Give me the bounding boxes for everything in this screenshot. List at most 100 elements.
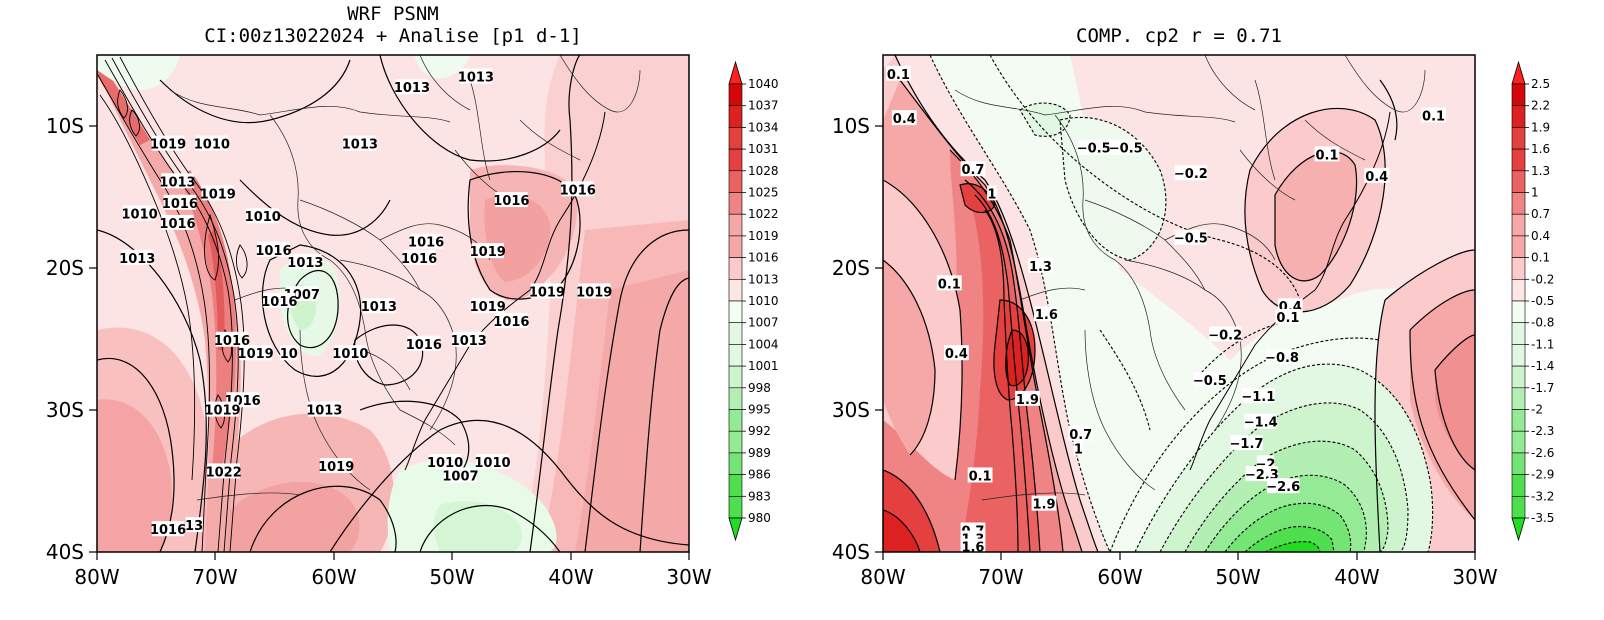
- x-tick-label: 30W: [666, 565, 711, 589]
- colorbar-bin: [728, 430, 743, 454]
- y-tick-label: 20S: [46, 256, 84, 280]
- x-tick-label: 60W: [1097, 565, 1142, 589]
- contour-label-bg: [161, 173, 194, 189]
- contour-label: 1.6: [1035, 308, 1058, 323]
- contour-label-bg: [263, 292, 296, 308]
- colorbar-bin: [1511, 495, 1526, 519]
- contour-label-bg: [459, 68, 493, 84]
- colorbar-bottom-arrow: [1511, 517, 1526, 542]
- contour-label: 1016: [493, 194, 529, 209]
- contour-label-bg: [444, 467, 477, 483]
- contour-label: 0.7: [1069, 428, 1092, 443]
- colorbar-label: 1010: [748, 294, 779, 308]
- colorbar-label: 1034: [748, 120, 779, 134]
- colorbar-label: -1.1: [1531, 337, 1554, 351]
- colorbar-bottom-arrow: [728, 517, 743, 542]
- contour-label: 1.3: [1029, 260, 1052, 275]
- x-tick-label: 40W: [548, 565, 593, 589]
- contour-label-bg: [319, 458, 353, 474]
- x-tick-label: 40W: [1334, 565, 1379, 589]
- colorbar-bin: [1511, 148, 1526, 172]
- colorbar-bin: [1511, 344, 1526, 367]
- colorbar-bin: [728, 344, 743, 367]
- contour-label: 1016: [560, 183, 596, 198]
- contour-label-bg: [1077, 139, 1110, 155]
- contour-label-bg: [1421, 107, 1446, 123]
- contour-label-bg: [402, 249, 436, 265]
- colorbar-label: -3.5: [1531, 511, 1554, 525]
- colorbar-label: 989: [748, 446, 771, 460]
- contour-label: 1016: [261, 295, 297, 310]
- contour-labels: 1019 1010 10131013101310131019101610101016…: [119, 68, 612, 538]
- y-ticks-marks: [875, 125, 883, 553]
- contour-label-bg: [1174, 165, 1208, 181]
- contour-label: 0.4: [945, 347, 968, 362]
- y-tick-label: 30S: [46, 398, 84, 422]
- contour-label: 1022: [206, 465, 242, 480]
- contour-label: 1019: [470, 300, 506, 315]
- contour-label: 0.1: [887, 68, 910, 83]
- x-axis: 80W 70W 60W 50W 40W 30W: [74, 552, 712, 589]
- contour-labels: 0.10.40.71−0.5−0.5−0.2−0.50.10.10.41.30.…: [885, 65, 1446, 556]
- contour-label-bg: [960, 161, 986, 177]
- contour-label-bg: [121, 249, 154, 265]
- colorbar-bin: [728, 257, 743, 280]
- x-tick-label: 70W: [192, 565, 237, 589]
- colorbar-comp: 2.5 2.2 1.9 1.6 1.3 1 0.7 0.4 0.1 -0.2 -0.5 -0.8 -1.…: [1511, 60, 1554, 542]
- contour-label: 1016: [406, 338, 442, 353]
- colorbar-bin: [1511, 235, 1526, 258]
- contour-label: 1019: [576, 285, 612, 300]
- contour-label: 1: [1074, 443, 1083, 458]
- colorbar-bin: [728, 83, 743, 107]
- contour-label-bg: [1208, 326, 1242, 342]
- colorbar-label: -3.2: [1531, 489, 1554, 503]
- colorbar-bin: [728, 105, 743, 128]
- contour-label: −0.5: [1109, 142, 1143, 157]
- contour-label: 1.9: [1016, 393, 1039, 408]
- contour-label: 0.1: [969, 469, 992, 484]
- colorbar-label: 1.3: [1531, 164, 1550, 178]
- colorbar-bin: [728, 409, 743, 432]
- contour-label-bg: [944, 345, 969, 361]
- colorbar-label: 1.9: [1531, 120, 1550, 134]
- contour-label-bg: [578, 283, 611, 299]
- contour-label: −0.5: [1077, 142, 1111, 157]
- contour-label-bg: [407, 335, 440, 351]
- colorbar-bin: [1511, 83, 1526, 107]
- colorbar-label: 1025: [748, 186, 779, 200]
- contour-label: 0.1: [1422, 109, 1445, 124]
- colorbar-bin: [728, 365, 743, 389]
- colorbar-bin: [1511, 387, 1526, 410]
- colorbar-bin: [728, 452, 743, 475]
- contour-label: 1019: [318, 460, 354, 475]
- contour-label: 1016: [214, 334, 250, 349]
- x-tick-label: 80W: [74, 565, 119, 589]
- x-ticks-marks: [882, 552, 1476, 560]
- contour-label: −1.4: [1244, 416, 1278, 431]
- colorbar-label: -0.8: [1531, 316, 1554, 330]
- contour-label-bg: [967, 467, 993, 483]
- contour-label-bg: [215, 331, 249, 347]
- colorbar-label: -2.9: [1531, 468, 1554, 482]
- colorbar-bin: [728, 213, 743, 237]
- colorbar-label: 1001: [748, 359, 779, 373]
- contour-label-bg: [471, 298, 504, 314]
- panel-title-line1: WRF PSNM: [347, 3, 439, 25]
- colorbar-psnm: 1040 1037 1034 1031 1028 1025 1022 1019 1016 1013…: [728, 60, 779, 542]
- contour-label: 10: [280, 347, 298, 362]
- contour-label: 1.9: [1033, 498, 1056, 513]
- colorbar-bin: [728, 148, 743, 172]
- contour-label-bg: [1230, 435, 1263, 451]
- x-tick-label: 50W: [1215, 565, 1260, 589]
- contour-label-bg: [239, 345, 272, 361]
- y-tick-label: 40S: [46, 540, 84, 564]
- contour-label: 1013: [458, 70, 494, 85]
- panel-comp: COMP. cp2 r = 0.71: [832, 25, 1555, 589]
- contour-label: −0.2: [1208, 328, 1242, 343]
- colorbar-bin: [728, 278, 743, 302]
- contour-label: 1010: [427, 456, 463, 471]
- contour-label-bg: [1244, 413, 1277, 429]
- contour-label-bg: [201, 185, 234, 201]
- contour-label: 1016: [493, 315, 529, 330]
- contour-label: 1019: [204, 404, 240, 419]
